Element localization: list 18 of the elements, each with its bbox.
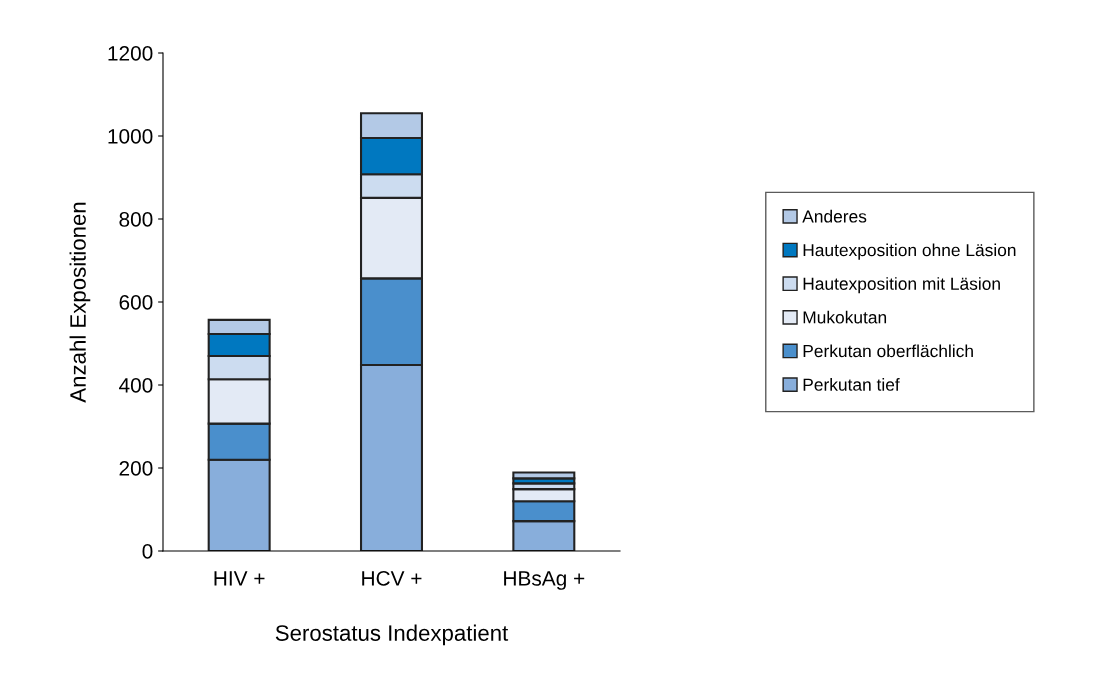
y-tick-label: 400 — [119, 378, 153, 393]
x-tick-label: HIV + — [214, 571, 265, 586]
y-tick-label: 600 — [119, 295, 153, 310]
y-axis-title: Anzahl Expositionen — [69, 202, 91, 403]
legend-label: Perkutan tief — [803, 378, 900, 391]
legend-label: Hautexposition mit Läsion — [803, 277, 1000, 294]
x-tick-label: HCV + — [362, 570, 422, 586]
y-tick-label: 800 — [119, 212, 153, 227]
y-tick-label: 0 — [142, 544, 153, 559]
legend-label: Mukokutan — [803, 310, 887, 324]
y-tick-label: 1000 — [108, 129, 153, 144]
legend-label: Perkutan oberflächlich — [803, 344, 973, 358]
legend-label: Hautexposition ohne Läsion — [803, 243, 1016, 260]
x-tick-label: HBsAg + — [504, 571, 585, 590]
x-axis-title: Serostatus Indexpatient — [275, 624, 509, 646]
y-tick-label: 200 — [119, 461, 153, 476]
legend-label: Anderes — [802, 209, 867, 223]
y-tick-label: 1200 — [108, 46, 153, 61]
